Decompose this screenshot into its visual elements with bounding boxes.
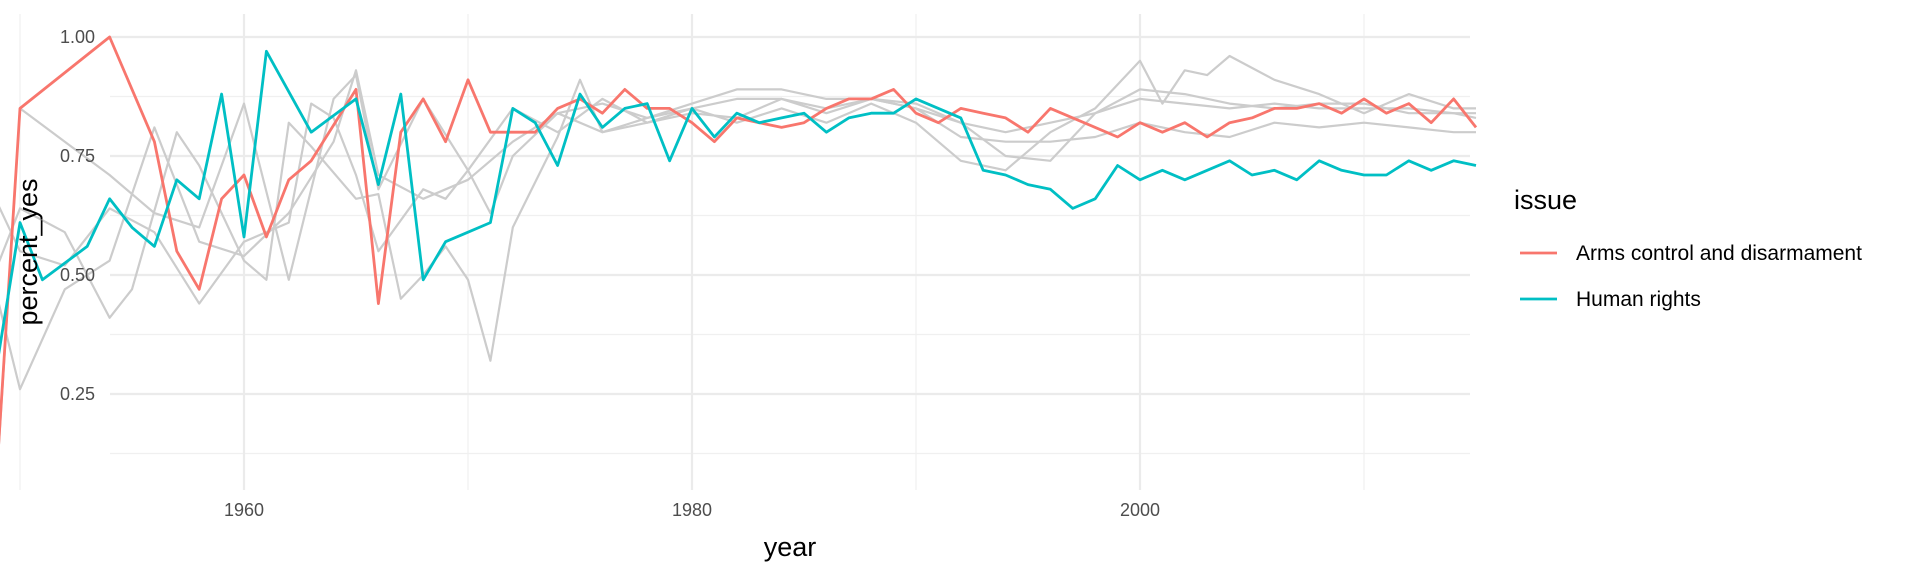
background-series-line-5 [0, 73, 1476, 445]
x-axis-tick-labels: 1960 1980 2000 [224, 500, 1160, 520]
legend-label: Human rights [1576, 288, 1701, 311]
series-line-arms-control-and-disarmament [0, 35, 1478, 445]
background-series-line-2 [0, 69, 1476, 391]
chart-grid [19, 14, 1470, 490]
y-tick-label: 0.25 [60, 384, 95, 404]
highlighted-series-lines [0, 35, 1478, 445]
series-line-human-rights [0, 49, 1477, 355]
x-tick-label: 2000 [1120, 500, 1160, 520]
legend-label: Arms control and disarmament [1576, 242, 1862, 265]
y-tick-label: 0.50 [60, 265, 95, 285]
legend: issue Arms control and disarmament Human … [1514, 185, 1862, 311]
legend-title: issue [1514, 185, 1577, 215]
y-axis-title: percent_yes [13, 178, 43, 325]
legend-entries: Arms control and disarmament Human rights [1520, 242, 1862, 311]
legend-entry: Arms control and disarmament [1520, 242, 1862, 265]
x-tick-label: 1980 [672, 500, 712, 520]
x-axis-title: year [764, 532, 817, 562]
y-tick-label: 0.75 [60, 146, 95, 166]
y-axis-tick-labels: 0.25 0.50 0.75 1.00 [60, 27, 95, 404]
legend-entry: Human rights [1520, 288, 1701, 311]
x-tick-label: 1960 [224, 500, 264, 520]
y-tick-label: 1.00 [60, 27, 95, 47]
